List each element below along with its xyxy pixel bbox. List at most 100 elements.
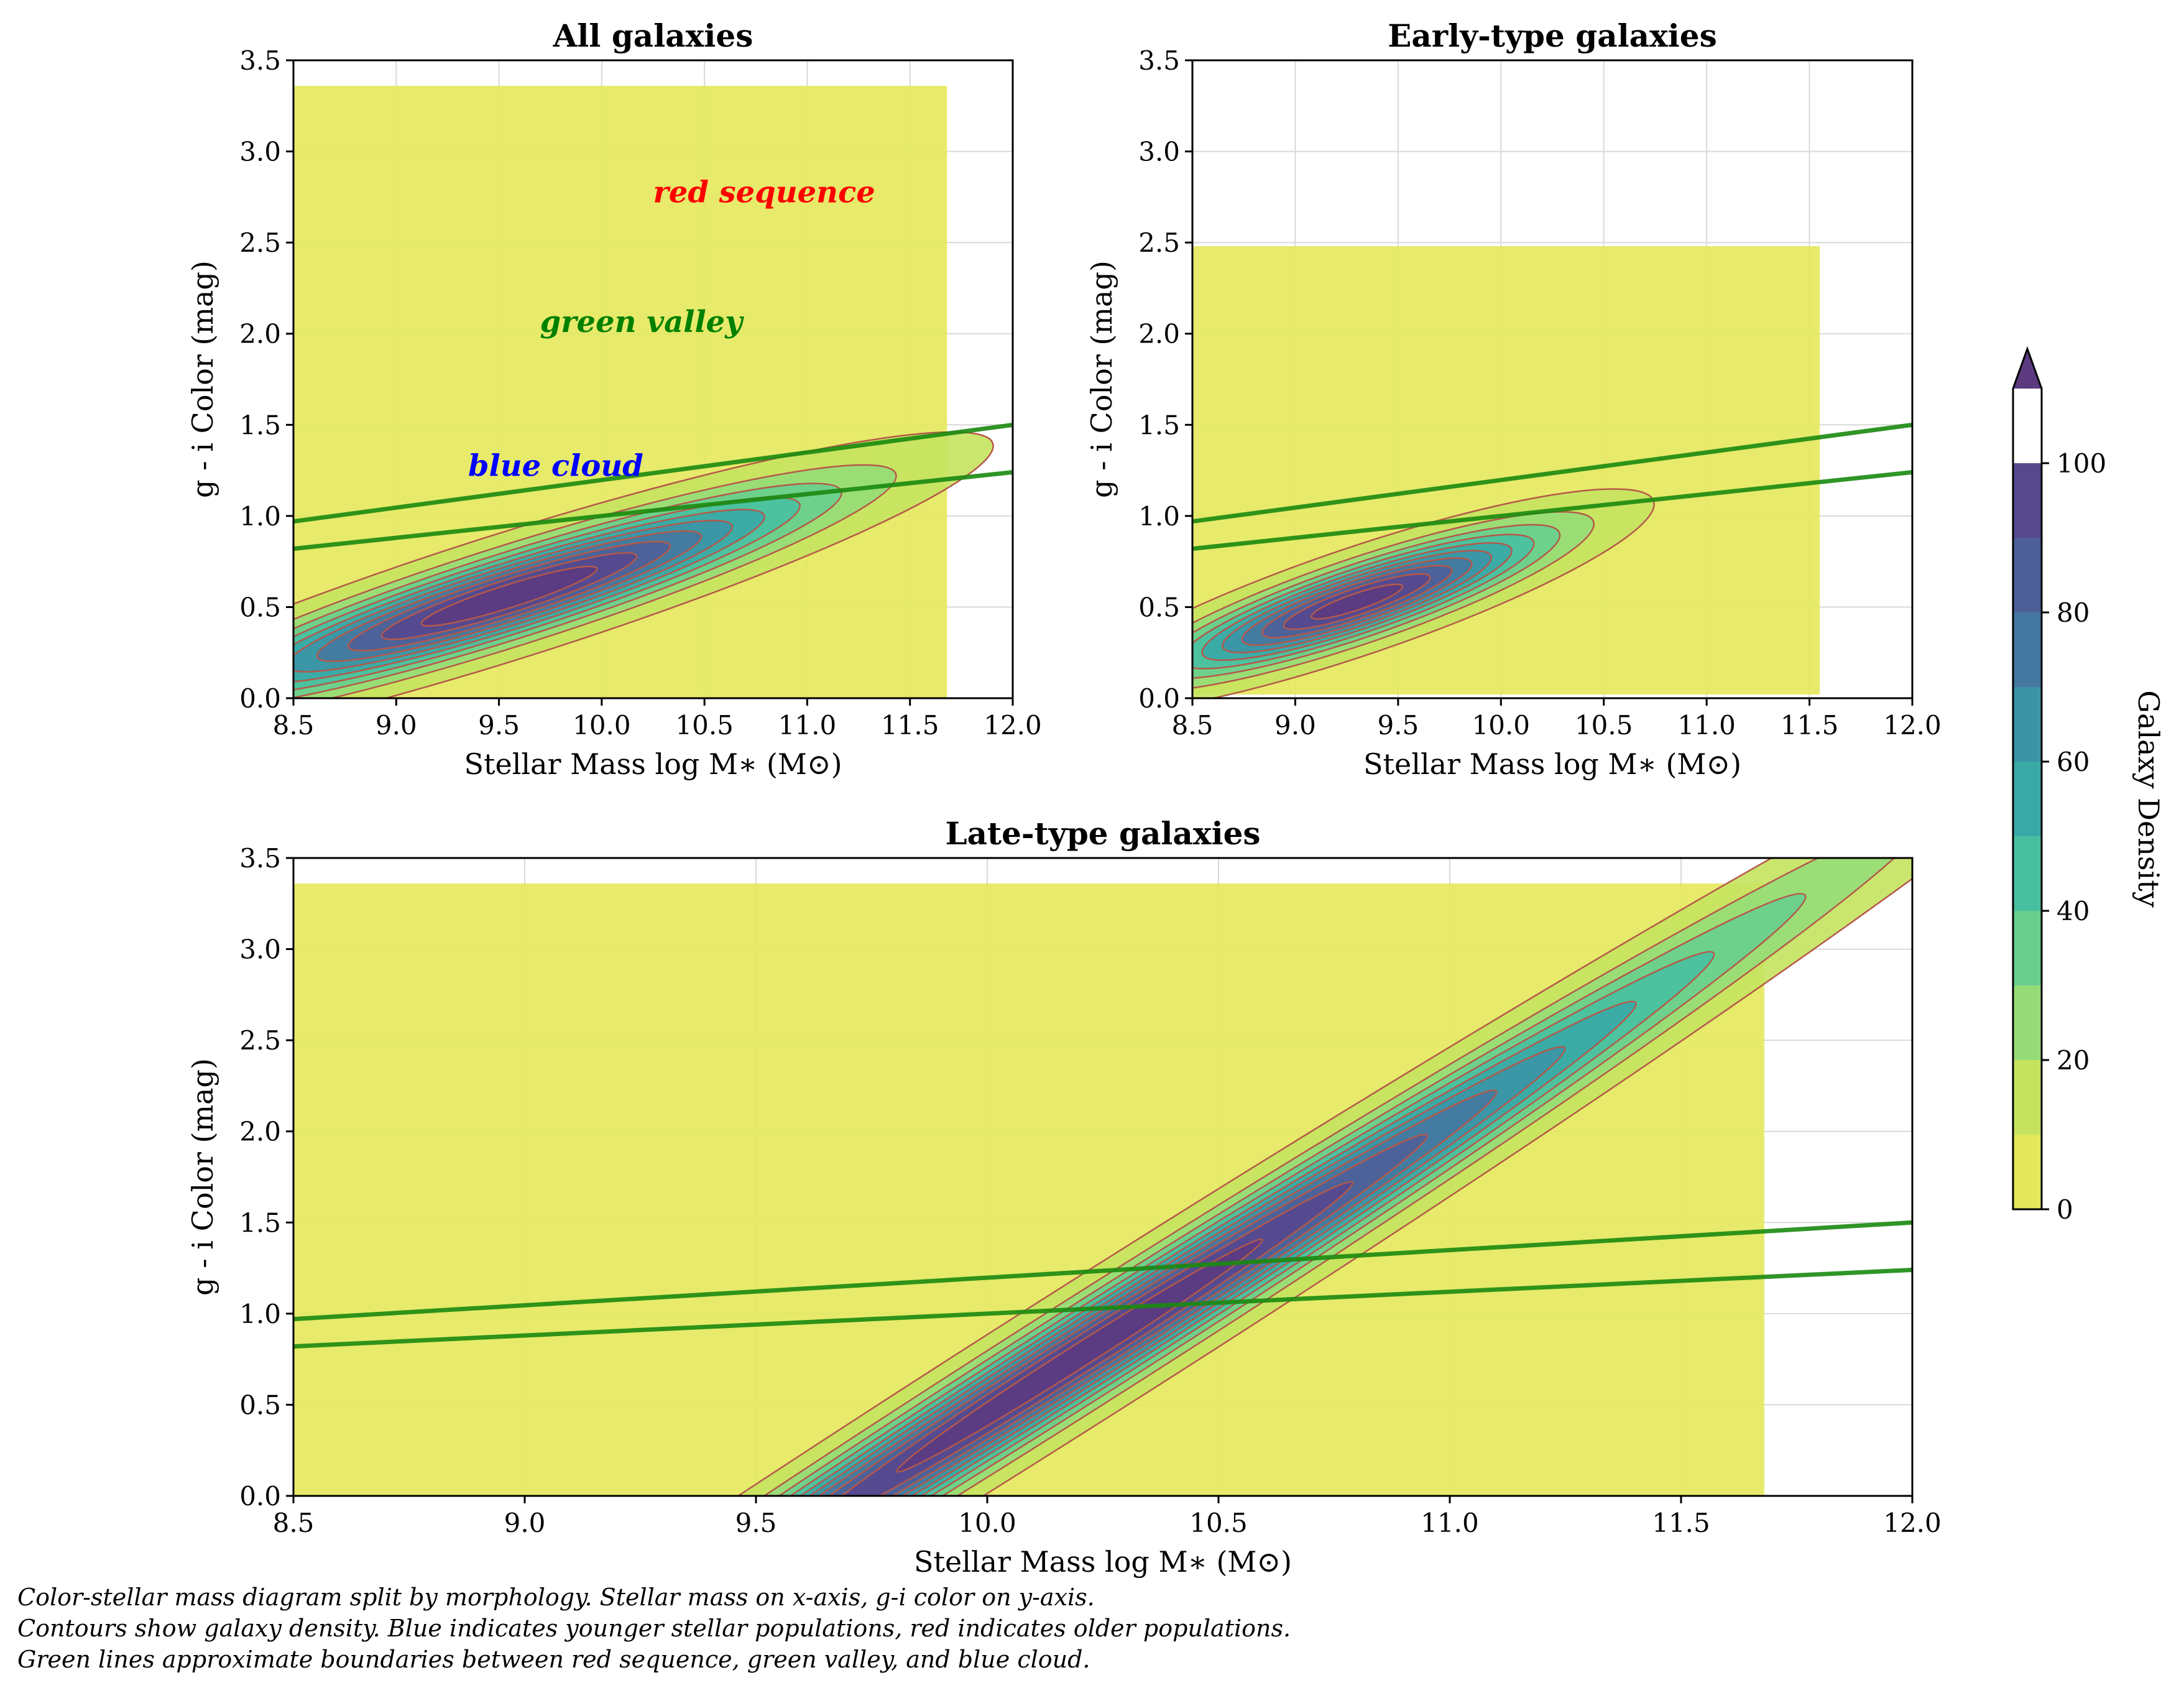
- panel-late-type-galaxies: 8.5 9.0 9.5 10.0 10.5 11.0 11.5 12.0 0.0 0.5 1.0 1.…: [186, 815, 1942, 1579]
- annotation-red-sequence: red sequence: [653, 175, 875, 210]
- y-axis-label: g - i Color (mag): [186, 261, 219, 498]
- boundary-line-upper: [1192, 422, 1912, 524]
- caption-line-2: Contours show galaxy density. Blue indic…: [17, 1615, 1291, 1642]
- boundary-line-lower: [1192, 470, 1912, 551]
- axes-frame: [292, 59, 1014, 699]
- y-tick-label: 2.0: [1138, 319, 1180, 349]
- colorbar-segment: [2013, 1060, 2042, 1135]
- y-tick-label: 1.0: [239, 1299, 281, 1329]
- caption-line-1: Color-stellar mass diagram split by morp…: [17, 1584, 1095, 1611]
- colorbar-tick-label: 40: [2057, 896, 2090, 926]
- y-tick-label: 3.5: [1138, 45, 1180, 76]
- y-tick-label: 2.5: [239, 1025, 281, 1056]
- x-tick-label: 10.5: [1575, 710, 1633, 740]
- y-tick-label: 2.0: [239, 1117, 281, 1147]
- colorbar-segment: [2013, 985, 2042, 1060]
- colorbar-segment: [2013, 836, 2042, 911]
- colorbar-tick-label: 100: [2057, 448, 2106, 479]
- density-field: [293, 86, 1013, 698]
- colorbar-frame: [2012, 346, 2043, 1211]
- y-tick-label: 3.5: [239, 45, 281, 76]
- y-tick-label: 3.0: [1138, 137, 1180, 167]
- x-tick-label: 11.0: [778, 710, 837, 740]
- colorbar-tick-label: 60: [2057, 747, 2090, 777]
- x-tick-label: 12.0: [1883, 710, 1942, 740]
- density-contour-level: [420, 565, 598, 627]
- panel-title: All galaxies: [553, 17, 753, 54]
- x-tick-label: 9.5: [478, 710, 520, 740]
- density-field: [293, 858, 1912, 1496]
- y-axis-label: g - i Color (mag): [1085, 261, 1118, 498]
- colorbar-segment: [2013, 687, 2042, 762]
- caption-line-3: Green lines approximate boundaries betwe…: [17, 1646, 1090, 1673]
- colorbar: 0 20 40 60 80 100 Galaxy Density: [2012, 346, 2165, 1225]
- colorbar-tick-label: 20: [2057, 1045, 2090, 1076]
- x-tick-label: 10.0: [958, 1508, 1016, 1538]
- density-field: [1192, 246, 1912, 698]
- colorbar-tick-label: 0: [2057, 1194, 2073, 1225]
- x-tick-label: 9.0: [504, 1508, 546, 1538]
- x-tick-label: 10.0: [573, 710, 631, 740]
- x-axis-label: Stellar Mass log M∗ (M⊙): [464, 747, 842, 781]
- y-tick-label: 0.5: [239, 592, 281, 622]
- density-contour-level: [1311, 583, 1404, 620]
- x-tick-label: 10.5: [1189, 1508, 1248, 1538]
- x-tick-label: 11.5: [1652, 1508, 1710, 1538]
- boundary-line-upper: [293, 1220, 1912, 1322]
- boundary-line-lower: [293, 1268, 1912, 1349]
- colorbar-segment: [2013, 612, 2042, 687]
- panel-title: Late-type galaxies: [945, 815, 1260, 852]
- x-tick-label: 9.5: [1377, 710, 1419, 740]
- y-tick-label: 0.5: [1138, 592, 1180, 622]
- y-axis-label: g - i Color (mag): [186, 1058, 219, 1296]
- y-tick-label: 1.0: [239, 501, 281, 532]
- colorbar-segment: [2013, 538, 2042, 612]
- x-tick-label: 11.0: [1421, 1508, 1479, 1538]
- x-tick-label: 8.5: [1172, 710, 1214, 740]
- y-tick-label: 0.5: [239, 1390, 281, 1420]
- y-tick-label: 0.0: [239, 683, 281, 714]
- colorbar-segment: [2013, 1135, 2042, 1209]
- y-tick-label: 2.0: [239, 319, 281, 349]
- y-tick-label: 1.5: [239, 410, 281, 440]
- x-tick-label: 9.5: [735, 1508, 777, 1538]
- x-tick-label: 8.5: [273, 1508, 315, 1538]
- axes-frame: [292, 857, 1914, 1497]
- x-tick-label: 11.5: [881, 710, 939, 740]
- y-tick-label: 0.0: [239, 1481, 281, 1511]
- boundary-line-lower: [293, 470, 1013, 551]
- panel-early-type-galaxies: 8.5 9.0 9.5 10.0 10.5 11.0 11.5 12.0 0.0 0.5 1.0 1.…: [1085, 17, 1942, 781]
- x-axis-label: Stellar Mass log M∗ (M⊙): [1363, 747, 1741, 781]
- x-tick-label: 11.0: [1677, 710, 1736, 740]
- y-tick-label: 2.5: [239, 228, 281, 258]
- x-tick-label: 12.0: [984, 710, 1042, 740]
- colorbar-label: Galaxy Density: [2132, 690, 2165, 907]
- y-tick-label: 3.0: [239, 934, 281, 965]
- axes-frame: [1191, 59, 1914, 699]
- annotation-blue-cloud: blue cloud: [468, 448, 643, 483]
- panel-title: Early-type galaxies: [1388, 17, 1717, 54]
- boundary-line-upper: [293, 422, 1013, 524]
- colorbar-segment: [2013, 463, 2042, 538]
- colorbar-extend-arrow: [2013, 349, 2042, 389]
- y-tick-label: 1.0: [1138, 501, 1180, 532]
- annotation-green-valley: green valley: [540, 305, 745, 339]
- x-tick-label: 8.5: [273, 710, 315, 740]
- colorbar-tick-label: 80: [2057, 597, 2090, 628]
- x-tick-label: 9.0: [1274, 710, 1316, 740]
- y-tick-label: 0.0: [1138, 683, 1180, 714]
- x-axis-label: Stellar Mass log M∗ (M⊙): [914, 1545, 1292, 1579]
- y-tick-label: 1.5: [239, 1207, 281, 1238]
- y-tick-label: 1.5: [1138, 410, 1180, 440]
- x-tick-label: 11.5: [1781, 710, 1839, 740]
- colorbar-segment: [2013, 762, 2042, 836]
- y-tick-label: 3.5: [239, 843, 281, 874]
- density-contour-level: [896, 1238, 1264, 1473]
- x-tick-label: 9.0: [376, 710, 417, 740]
- x-tick-label: 12.0: [1883, 1508, 1942, 1538]
- x-tick-label: 10.0: [1472, 710, 1531, 740]
- colorbar-segment: [2013, 911, 2042, 985]
- x-tick-label: 10.5: [675, 710, 734, 740]
- panel-all-galaxies: red sequence green valley blue cloud 8.5 9.0…: [186, 17, 1042, 781]
